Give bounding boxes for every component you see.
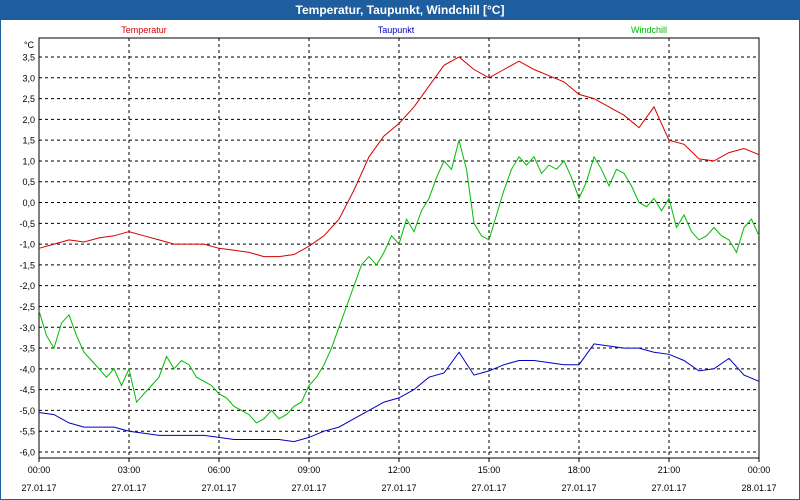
legend-label-temperatur: Temperatur: [121, 25, 167, 35]
x-tick-date-label: 27.01.17: [471, 483, 506, 493]
y-tick-label: 0,0: [22, 198, 35, 208]
x-tick-date-label: 27.01.17: [651, 483, 686, 493]
y-axis-unit-label: °C: [24, 40, 35, 50]
y-tick-label: -0,5: [19, 219, 35, 229]
x-tick-time-label: 15:00: [478, 465, 501, 475]
x-tick-time-label: 09:00: [298, 465, 321, 475]
y-tick-label: -1,5: [19, 260, 35, 270]
x-tick-date-label: 28.01.17: [741, 483, 776, 493]
y-tick-label: 0,5: [22, 177, 35, 187]
y-tick-label: 2,0: [22, 115, 35, 125]
y-tick-label: -4,5: [19, 385, 35, 395]
x-tick-time-label: 00:00: [748, 465, 771, 475]
temperature-chart: 3,5 3,0 2,5 2,0 1,5 1,0 0,5 0,0 -0,5 -1,0 -1,5 -2,0…: [19, 25, 776, 493]
x-tick-time-label: 00:00: [28, 465, 51, 475]
y-tick-label: 2,5: [22, 94, 35, 104]
y-tick-label: -5,5: [19, 427, 35, 437]
x-tick-time-label: 18:00: [568, 465, 591, 475]
y-tick-label: -1,0: [19, 240, 35, 250]
legend-label-windchill: Windchill: [631, 25, 667, 35]
series-line-temperatur: [38, 56, 760, 258]
x-tick-date-label: 27.01.17: [291, 483, 326, 493]
legend-label-taupunkt: Taupunkt: [378, 25, 415, 35]
series-line-taupunkt: [38, 343, 760, 443]
chart-area: 3,5 3,0 2,5 2,0 1,5 1,0 0,5 0,0 -0,5 -1,0 -1,5 -2,0…: [1, 20, 799, 499]
y-tick-label: -2,5: [19, 302, 35, 312]
y-tick-label: 1,5: [22, 136, 35, 146]
y-tick-label: 3,0: [22, 73, 35, 83]
x-tick-date-label: 27.01.17: [21, 483, 56, 493]
x-tick-date-label: 27.01.17: [381, 483, 416, 493]
y-tick-label: -3,0: [19, 323, 35, 333]
x-tick-time-label: 21:00: [658, 465, 681, 475]
y-tick-label: -6,0: [19, 448, 35, 458]
y-tick-label: -3,5: [19, 344, 35, 354]
y-tick-label: -2,0: [19, 281, 35, 291]
y-tick-label: 3,5: [22, 53, 35, 63]
x-tick-date-label: 27.01.17: [111, 483, 146, 493]
y-tick-label: 1,0: [22, 156, 35, 166]
x-tick-date-label: 27.01.17: [561, 483, 596, 493]
y-tick-label: -4,0: [19, 364, 35, 374]
x-tick-time-label: 12:00: [388, 465, 411, 475]
window-title: Temperatur, Taupunkt, Windchill [°C]: [295, 3, 505, 17]
x-tick-date-label: 27.01.17: [201, 483, 236, 493]
series-line-windchill: [38, 140, 760, 424]
y-tick-label: -5,0: [19, 406, 35, 416]
x-tick-time-label: 06:00: [208, 465, 231, 475]
x-tick-time-label: 03:00: [118, 465, 141, 475]
